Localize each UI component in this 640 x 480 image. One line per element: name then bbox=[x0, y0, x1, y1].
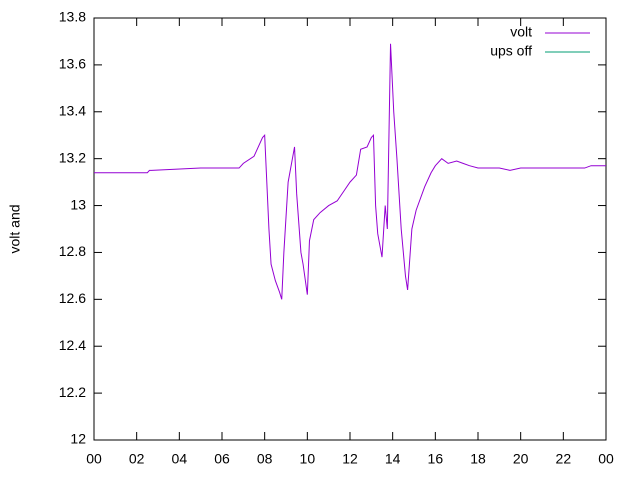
legend-label: volt bbox=[510, 24, 532, 40]
y-tick-label: 12.2 bbox=[59, 384, 86, 400]
x-tick-label: 04 bbox=[172, 451, 188, 467]
x-tick-label: 14 bbox=[385, 451, 401, 467]
legend-label: ups off bbox=[490, 43, 532, 59]
y-tick-label: 12.6 bbox=[59, 290, 86, 306]
x-tick-label: 22 bbox=[556, 451, 572, 467]
plot-frame bbox=[93, 17, 607, 441]
y-tick-label: 13 bbox=[70, 196, 86, 212]
series-line bbox=[94, 43, 606, 300]
x-tick-label: 00 bbox=[598, 451, 614, 467]
x-tick-label: 12 bbox=[342, 451, 358, 467]
y-tick-label: 12 bbox=[70, 431, 86, 447]
y-tick-label: 12.4 bbox=[59, 337, 86, 353]
x-tick-label: 20 bbox=[513, 451, 529, 467]
x-tick-label: 06 bbox=[214, 451, 230, 467]
x-tick-label: 16 bbox=[428, 451, 444, 467]
x-tick-label: 18 bbox=[470, 451, 486, 467]
x-tick-label: 08 bbox=[257, 451, 273, 467]
y-tick-label: 13.2 bbox=[59, 149, 86, 165]
y-tick-label: 13.4 bbox=[59, 102, 86, 118]
x-tick-label: 10 bbox=[300, 451, 316, 467]
x-tick-label: 00 bbox=[86, 451, 102, 467]
y-tick-label: 13.8 bbox=[59, 9, 86, 25]
x-tick-label: 02 bbox=[129, 451, 145, 467]
y-tick-label: 13.6 bbox=[59, 56, 86, 72]
y-tick-label: 12.8 bbox=[59, 243, 86, 259]
y-axis-label: volt and bbox=[7, 204, 23, 253]
